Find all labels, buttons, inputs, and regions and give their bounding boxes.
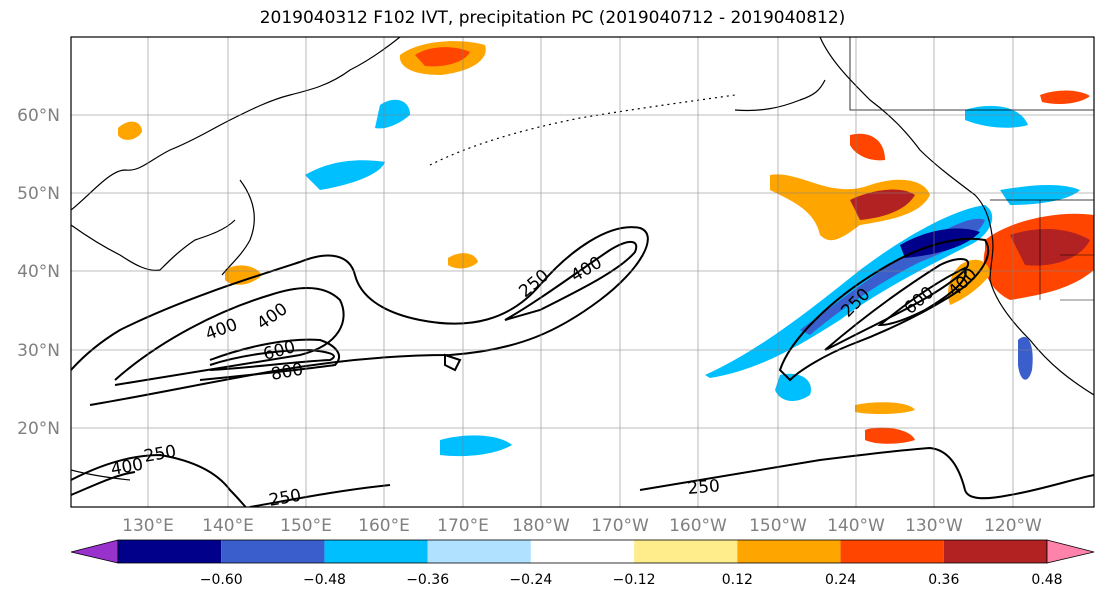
aleutian-islands	[429, 94, 736, 166]
colorbar-segment	[737, 540, 841, 563]
ivt-contours	[71, 226, 1094, 507]
coastlines	[71, 37, 1094, 481]
colorbar-tick-label: −0.12	[613, 572, 656, 588]
precip-positive-area	[415, 47, 470, 67]
precip-negative-area	[775, 373, 811, 402]
colorbar-labels: −0.60 −0.48 −0.36 −0.24 −0.12 0.12 0.24 0.36 0.4…	[200, 572, 1063, 588]
colorbar-tick-label: 0.12	[722, 572, 753, 588]
colorbar-segment	[221, 540, 325, 563]
colorbar-tick-label: −0.24	[509, 572, 552, 588]
precip-negative-area	[305, 160, 385, 190]
lon-label: 170°W	[591, 516, 649, 536]
lon-label: 170°E	[437, 516, 489, 536]
colorbar-extend-max	[1046, 539, 1095, 564]
precip-positive-area	[855, 402, 915, 415]
colorbar-segment	[324, 540, 428, 563]
contour-small-loop	[444, 353, 462, 372]
colorbar-segment	[530, 540, 635, 563]
lat-label: 20°N	[17, 419, 60, 439]
lon-label: 120°W	[984, 516, 1042, 536]
contour-250-main	[71, 226, 649, 406]
colorbar-segments	[117, 539, 1048, 564]
contour-400-central	[504, 241, 638, 321]
precip-positive-area	[118, 121, 142, 140]
precip-negative-area	[965, 105, 1028, 128]
contour-250-east	[778, 237, 990, 382]
lon-label: 150°W	[749, 516, 807, 536]
lat-label: 50°N	[17, 184, 60, 204]
map-border	[70, 36, 1095, 508]
lon-label: 160°W	[669, 516, 727, 536]
colorbar-tick-label: 0.48	[1031, 572, 1062, 588]
map-title: 2019040312 F102 IVT, precipitation PC (2…	[259, 8, 846, 28]
alaska-coastline	[734, 79, 826, 112]
contour-250-south-central	[249, 484, 391, 507]
colorbar-segment	[943, 540, 1047, 563]
contour-400-west	[114, 287, 345, 386]
lon-label: 160°E	[358, 516, 410, 536]
north-america-coastline	[819, 37, 1094, 396]
colorbar-tick-label: 0.36	[928, 572, 959, 588]
contour-label: 250	[687, 476, 721, 499]
graticule	[71, 37, 1094, 507]
precip-positive-area	[850, 133, 885, 161]
colorbar-tick-label: −0.48	[303, 572, 346, 588]
contour-600	[199, 338, 340, 381]
japan-coastline	[221, 179, 255, 276]
colorbar-extend-min	[70, 539, 119, 564]
colorbar-tick-label: 0.24	[825, 572, 856, 588]
lon-label: 140°W	[827, 516, 885, 536]
colorbar-segment	[427, 540, 531, 563]
precip-positive-area	[225, 265, 262, 285]
lon-label: 180°W	[512, 516, 570, 536]
precip-high-area	[1010, 228, 1090, 266]
longitude-labels: 130°E 140°E 150°E 160°E 170°E 180°W 170°…	[122, 516, 1042, 536]
precip-positive-area	[1040, 90, 1090, 104]
lat-label: 40°N	[17, 262, 60, 282]
map-content: 400 400 600 800 250 400 250 600 400 250 …	[71, 37, 1094, 511]
latitude-labels: 60°N 50°N 40°N 30°N 20°N	[17, 106, 60, 439]
philippines-coastline	[71, 469, 131, 481]
contour-600-east	[877, 266, 967, 327]
precip-negative-area	[440, 435, 512, 457]
contour-label: 250	[267, 486, 302, 511]
colorbar-segment	[118, 540, 222, 563]
contour-800	[209, 348, 335, 371]
precip-high-area	[850, 189, 915, 220]
asia-coastline	[71, 37, 401, 211]
colorbar-tick-label: −0.36	[406, 572, 449, 588]
contour-250-southeast	[639, 446, 1094, 500]
colorbar-tick-label: −0.60	[200, 572, 243, 588]
precip-positive-area	[865, 427, 915, 444]
lon-label: 150°E	[280, 516, 332, 536]
lon-label: 130°W	[905, 516, 963, 536]
lon-label: 130°E	[122, 516, 174, 536]
state-borders	[1039, 200, 1094, 301]
colorbar: −0.60 −0.48 −0.36 −0.24 −0.12 0.12 0.24 0.36 0.4…	[70, 539, 1095, 588]
lon-label: 140°E	[202, 516, 254, 536]
contour-400-south	[71, 471, 136, 496]
precip-negative-area	[1018, 336, 1033, 380]
korea-coastline	[71, 219, 236, 271]
contour-250-south	[71, 453, 247, 507]
colorbar-segment	[840, 540, 944, 563]
lat-label: 30°N	[17, 341, 60, 361]
colorbar-segment	[634, 540, 738, 563]
lat-label: 60°N	[17, 106, 60, 126]
